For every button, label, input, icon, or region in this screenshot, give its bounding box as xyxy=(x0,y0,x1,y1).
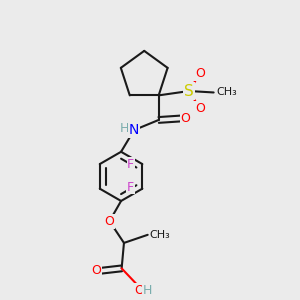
Text: N: N xyxy=(129,123,139,137)
Text: O: O xyxy=(91,264,101,277)
Text: F: F xyxy=(127,181,134,194)
Text: O: O xyxy=(181,112,190,125)
Text: S: S xyxy=(184,83,194,98)
Text: F: F xyxy=(127,158,134,171)
Text: O: O xyxy=(195,103,205,116)
Text: CH₃: CH₃ xyxy=(149,230,170,240)
Text: CH₃: CH₃ xyxy=(216,88,237,98)
Text: O: O xyxy=(195,67,205,80)
Text: O: O xyxy=(105,215,114,228)
Text: H: H xyxy=(120,122,130,135)
Text: H: H xyxy=(143,284,152,297)
Text: O: O xyxy=(134,284,144,297)
